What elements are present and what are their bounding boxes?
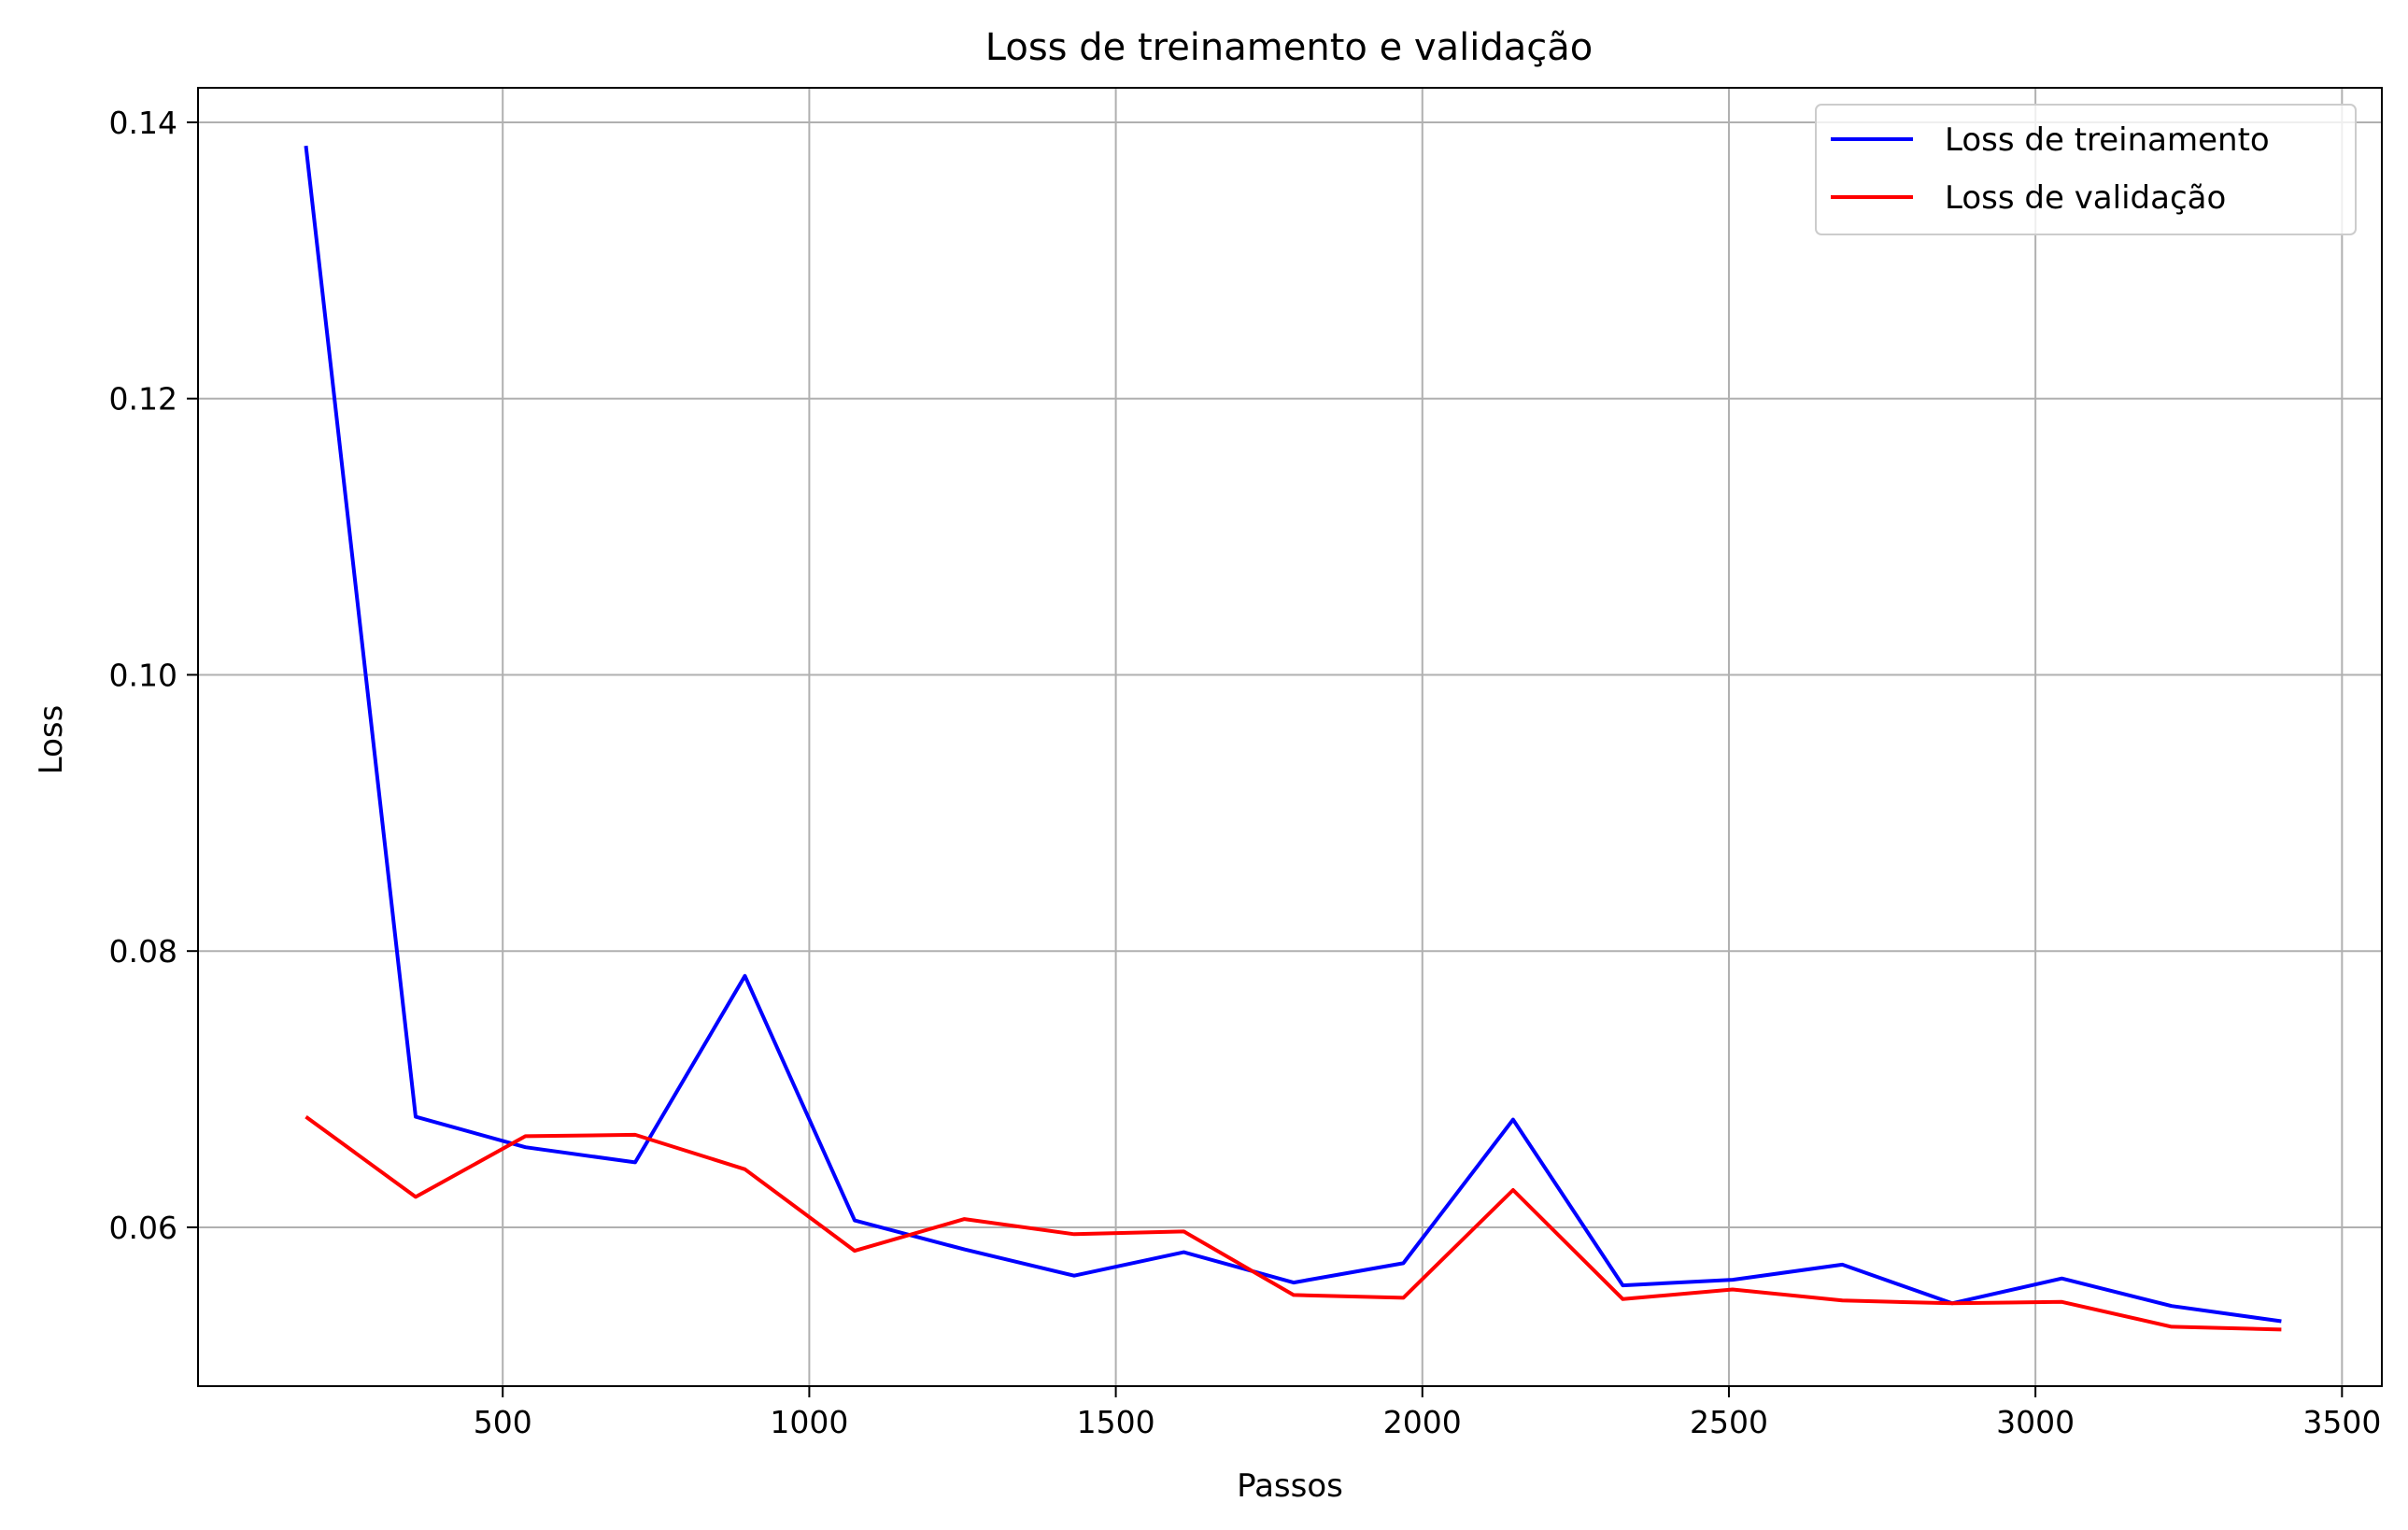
- y-axis-label: Loss: [33, 705, 70, 775]
- x-tick-label: 500: [474, 1404, 532, 1440]
- validation-loss-line: [305, 1114, 2282, 1332]
- y-tick-label: 0.10: [109, 657, 177, 693]
- legend: Loss de treinamento Loss de validação: [1815, 104, 2357, 235]
- x-tick-label: 1000: [770, 1404, 848, 1440]
- x-tick-label: 1500: [1077, 1404, 1155, 1440]
- plot-frame: [197, 87, 2383, 1387]
- y-tick-label: 0.14: [109, 105, 177, 141]
- series-layer: [304, 145, 2282, 1332]
- chart-title: Loss de treinamento e validação: [985, 26, 1593, 69]
- x-tick-label: 3500: [2302, 1404, 2381, 1440]
- legend-label-training: Loss de treinamento: [1945, 121, 2270, 159]
- x-tick-label: 2000: [1383, 1404, 1462, 1440]
- legend-box: [1815, 104, 2357, 235]
- y-tick-label: 0.08: [109, 933, 177, 970]
- x-axis-label: Passos: [1237, 1467, 1343, 1505]
- x-tick-label: 3000: [1996, 1404, 2075, 1440]
- legend-label-validation: Loss de validação: [1945, 179, 2226, 217]
- y-axis: 0.06 0.08 0.10 0.12 0.14: [109, 105, 198, 1246]
- y-tick-label: 0.06: [109, 1210, 177, 1246]
- x-grid: [502, 88, 2344, 1386]
- x-axis: 500 1000 1500 2000 2500 3000 3500: [474, 1386, 2381, 1440]
- y-tick-label: 0.12: [109, 381, 177, 418]
- x-tick-label: 2500: [1690, 1404, 1768, 1440]
